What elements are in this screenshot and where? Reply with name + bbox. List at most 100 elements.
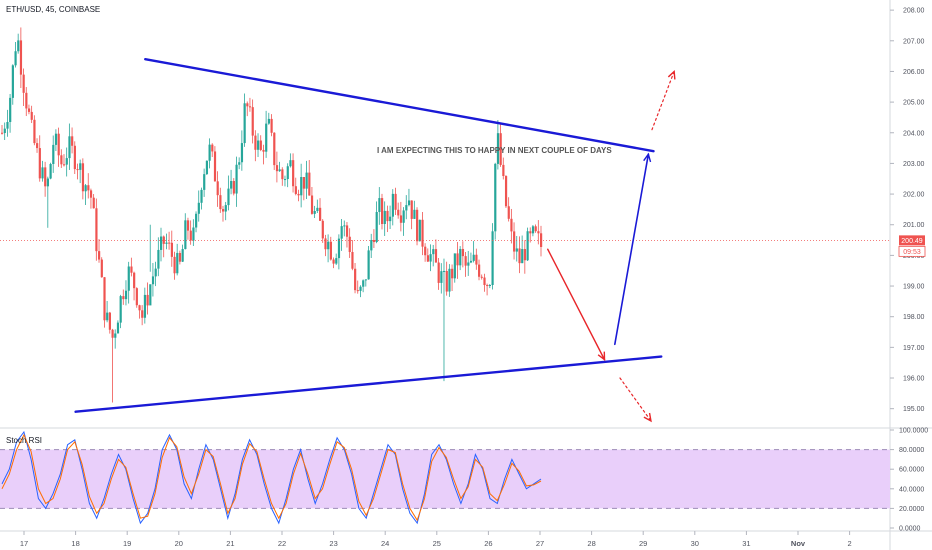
price-tick-label: 201.00 bbox=[903, 222, 925, 229]
candle-body bbox=[254, 135, 257, 150]
candle-body bbox=[259, 140, 262, 150]
drawing-layer[interactable] bbox=[74, 57, 676, 423]
candle-body bbox=[84, 185, 87, 192]
stoch-tick-label: 40.0000 bbox=[899, 486, 924, 493]
stoch-rsi-title: Stoch RSI bbox=[6, 436, 42, 445]
candle-body bbox=[297, 193, 300, 196]
candle-body bbox=[92, 197, 95, 209]
candle-body bbox=[170, 242, 173, 257]
breakout-projection-arrow-head[interactable] bbox=[667, 69, 676, 80]
candle-body bbox=[521, 249, 524, 264]
candle-body bbox=[324, 238, 327, 250]
candle-body bbox=[391, 193, 394, 217]
candle-body bbox=[332, 259, 335, 264]
candle-body bbox=[343, 225, 346, 227]
bearish-arrow-line[interactable] bbox=[547, 248, 606, 361]
candle-body bbox=[375, 211, 378, 243]
candle-body bbox=[195, 213, 198, 228]
candle-body bbox=[203, 174, 206, 190]
candle-body bbox=[143, 294, 147, 318]
candle-body bbox=[329, 241, 332, 260]
candle-body bbox=[529, 231, 532, 234]
bullish-arrow-line[interactable] bbox=[614, 153, 650, 346]
candle-body bbox=[513, 231, 516, 252]
candle-body bbox=[461, 248, 465, 257]
candle-body bbox=[60, 155, 63, 165]
candle-body bbox=[76, 169, 79, 171]
candle-body bbox=[154, 268, 157, 277]
chart-annotation-text[interactable]: I AM EXPECTING THIS TO HAPPY IN NEXT COU… bbox=[377, 146, 612, 155]
breakout-projection-arrow-line[interactable] bbox=[651, 70, 675, 131]
candle-body bbox=[383, 210, 386, 225]
candle-body bbox=[41, 167, 44, 179]
candle-body bbox=[213, 151, 217, 182]
candle-body bbox=[416, 209, 419, 242]
candle-body bbox=[173, 256, 176, 274]
price-tick-label: 208.00 bbox=[903, 8, 925, 15]
stoch-rsi-axis: 0.0000 20.0000 40.0000 60.0000 80.0000 100.00… bbox=[890, 428, 928, 533]
candle-body bbox=[251, 107, 254, 136]
time-tick-label: 28 bbox=[587, 539, 595, 548]
candle-body bbox=[456, 253, 459, 266]
candle-body bbox=[432, 249, 435, 255]
candle-body bbox=[440, 271, 443, 283]
candle-body bbox=[386, 210, 389, 222]
candle-body bbox=[151, 276, 155, 285]
ascending-trendline[interactable] bbox=[74, 355, 663, 413]
stoch-rsi-k-line bbox=[1, 430, 542, 525]
candle-body bbox=[168, 242, 171, 244]
candle-body bbox=[437, 262, 440, 283]
candle-body bbox=[98, 251, 101, 260]
candle-body bbox=[224, 205, 227, 212]
candle-body bbox=[221, 209, 225, 212]
candle-body bbox=[351, 252, 354, 269]
last-price-badge bbox=[899, 235, 925, 246]
stoch-tick-label: 80.0000 bbox=[899, 447, 924, 454]
candle-body bbox=[3, 128, 6, 134]
candle-body bbox=[445, 270, 448, 292]
candle-body bbox=[510, 218, 513, 232]
candle-body bbox=[146, 294, 149, 306]
candle-body bbox=[114, 333, 117, 338]
last-price-label: 200.49 bbox=[901, 238, 923, 245]
candle-body bbox=[208, 144, 211, 161]
descending-trendline[interactable] bbox=[144, 57, 655, 153]
candle-body bbox=[507, 206, 510, 219]
candle-body bbox=[308, 172, 311, 196]
candle-body bbox=[275, 165, 279, 172]
candle-body bbox=[46, 178, 50, 187]
candle-body bbox=[133, 272, 136, 289]
price-tick-label: 206.00 bbox=[903, 69, 925, 76]
candle-body bbox=[127, 266, 130, 291]
candle-body bbox=[216, 181, 219, 196]
time-tick-label: 17 bbox=[20, 539, 28, 548]
candle-body bbox=[464, 256, 467, 266]
candle-body bbox=[289, 160, 292, 167]
candle-body bbox=[197, 202, 200, 214]
candle-body bbox=[380, 198, 384, 225]
candle-body bbox=[73, 145, 76, 170]
bearish-arrow-head[interactable] bbox=[597, 351, 606, 362]
candle-body bbox=[270, 118, 273, 133]
candle-body bbox=[240, 143, 244, 163]
time-tick-label: 25 bbox=[433, 539, 441, 548]
candle-body bbox=[186, 220, 190, 231]
candle-body bbox=[44, 167, 47, 187]
price-tick-label: 203.00 bbox=[903, 161, 925, 168]
candle-body bbox=[108, 312, 111, 330]
candle-body bbox=[523, 249, 527, 261]
candle-body bbox=[130, 266, 133, 273]
price-tick-label: 197.00 bbox=[903, 345, 925, 352]
candle-body bbox=[265, 123, 268, 152]
candle-body bbox=[372, 239, 376, 243]
candle-body bbox=[25, 92, 28, 109]
candle-body bbox=[230, 181, 233, 189]
candle-body bbox=[22, 74, 25, 93]
breakdown-projection-arrow-head[interactable] bbox=[643, 412, 652, 423]
bullish-arrow-head[interactable] bbox=[643, 152, 652, 163]
breakdown-projection-arrow-line[interactable] bbox=[619, 377, 652, 422]
candle-body bbox=[14, 51, 17, 66]
time-tick-label: Nov bbox=[791, 539, 806, 548]
candle-body bbox=[413, 209, 416, 219]
